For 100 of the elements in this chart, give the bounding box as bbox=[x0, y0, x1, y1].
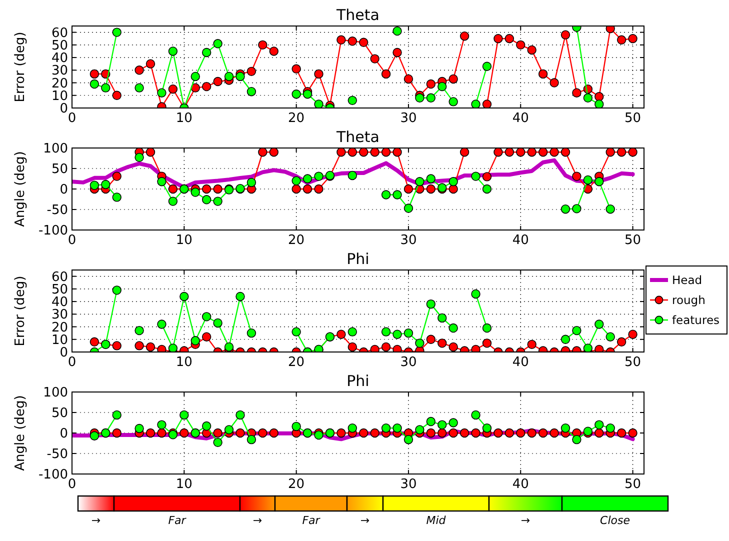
point bbox=[236, 410, 245, 420]
x-tick-label: 40 bbox=[512, 477, 529, 492]
y-axis-title: Error (deg) bbox=[13, 32, 28, 102]
point bbox=[594, 428, 604, 438]
point bbox=[359, 38, 368, 47]
x-tick-label: 10 bbox=[176, 233, 192, 248]
x-tick-label: 20 bbox=[288, 233, 305, 248]
x-tick-label: 10 bbox=[176, 477, 192, 492]
point bbox=[415, 177, 424, 186]
point bbox=[482, 62, 492, 71]
point bbox=[392, 330, 402, 339]
point bbox=[157, 344, 166, 352]
point bbox=[202, 195, 212, 204]
y-tick-label: 10 bbox=[51, 88, 68, 104]
point bbox=[392, 26, 402, 36]
point bbox=[381, 69, 391, 79]
y-tick-label: 60 bbox=[51, 270, 68, 285]
point bbox=[146, 342, 156, 352]
point bbox=[246, 87, 256, 96]
point bbox=[438, 338, 447, 348]
point bbox=[516, 40, 526, 50]
point bbox=[560, 30, 570, 40]
point bbox=[302, 184, 312, 194]
point bbox=[594, 92, 604, 102]
point bbox=[560, 204, 570, 214]
point bbox=[112, 28, 122, 37]
point bbox=[336, 35, 346, 44]
x-tick-label: 30 bbox=[400, 233, 417, 248]
point bbox=[292, 184, 301, 194]
point bbox=[606, 26, 615, 34]
point bbox=[504, 34, 514, 44]
point bbox=[202, 184, 212, 194]
point bbox=[572, 326, 582, 336]
y-tick-label: 50 bbox=[51, 282, 68, 298]
point bbox=[448, 74, 458, 84]
point bbox=[482, 100, 492, 108]
point bbox=[112, 286, 122, 295]
point bbox=[572, 172, 582, 181]
point bbox=[157, 320, 166, 329]
point bbox=[560, 423, 570, 433]
y-tick-label: 30 bbox=[51, 64, 68, 79]
point bbox=[112, 172, 122, 181]
point bbox=[606, 148, 615, 157]
point bbox=[359, 148, 368, 157]
point bbox=[190, 83, 200, 92]
point bbox=[213, 318, 222, 328]
point bbox=[482, 423, 492, 433]
y-tick-label: -50 bbox=[46, 203, 68, 218]
point bbox=[572, 204, 582, 214]
point bbox=[426, 299, 436, 309]
point bbox=[415, 93, 424, 103]
point bbox=[202, 421, 212, 431]
x-tick-label: 30 bbox=[400, 477, 417, 492]
y-tick-label: 100 bbox=[43, 142, 68, 156]
point bbox=[157, 177, 166, 186]
point bbox=[370, 148, 380, 157]
point bbox=[527, 148, 536, 157]
point bbox=[302, 90, 312, 99]
point bbox=[606, 332, 615, 342]
text: → bbox=[252, 514, 262, 527]
point bbox=[146, 428, 156, 438]
x-tick-label: 10 bbox=[176, 111, 192, 126]
point bbox=[438, 313, 447, 323]
point bbox=[314, 69, 324, 79]
point bbox=[527, 428, 536, 438]
chart-title: Theta bbox=[336, 128, 380, 146]
point bbox=[180, 428, 189, 438]
point bbox=[628, 148, 638, 157]
point bbox=[213, 76, 222, 86]
point bbox=[504, 428, 514, 438]
point bbox=[112, 428, 122, 438]
legend-label: Head bbox=[672, 273, 702, 287]
text: Far bbox=[302, 514, 322, 527]
point bbox=[224, 425, 234, 434]
point bbox=[292, 64, 301, 74]
point bbox=[213, 196, 222, 206]
point bbox=[448, 177, 458, 186]
point bbox=[550, 428, 559, 438]
point bbox=[336, 148, 346, 157]
point bbox=[246, 328, 256, 338]
point bbox=[616, 337, 626, 347]
point bbox=[90, 180, 100, 190]
point bbox=[616, 428, 626, 438]
point bbox=[426, 79, 436, 89]
x-tick-label: 50 bbox=[624, 233, 642, 248]
x-tick-label: 20 bbox=[288, 111, 305, 126]
point bbox=[213, 438, 222, 448]
y-tick-label: 30 bbox=[51, 308, 68, 323]
point bbox=[438, 82, 447, 92]
point bbox=[438, 428, 447, 438]
point bbox=[426, 93, 436, 103]
point bbox=[292, 90, 301, 99]
point bbox=[448, 418, 458, 428]
point bbox=[392, 344, 402, 352]
point bbox=[448, 184, 458, 194]
point bbox=[246, 434, 256, 444]
point bbox=[302, 174, 312, 184]
point bbox=[146, 148, 156, 157]
point bbox=[246, 178, 256, 188]
point bbox=[494, 148, 503, 157]
